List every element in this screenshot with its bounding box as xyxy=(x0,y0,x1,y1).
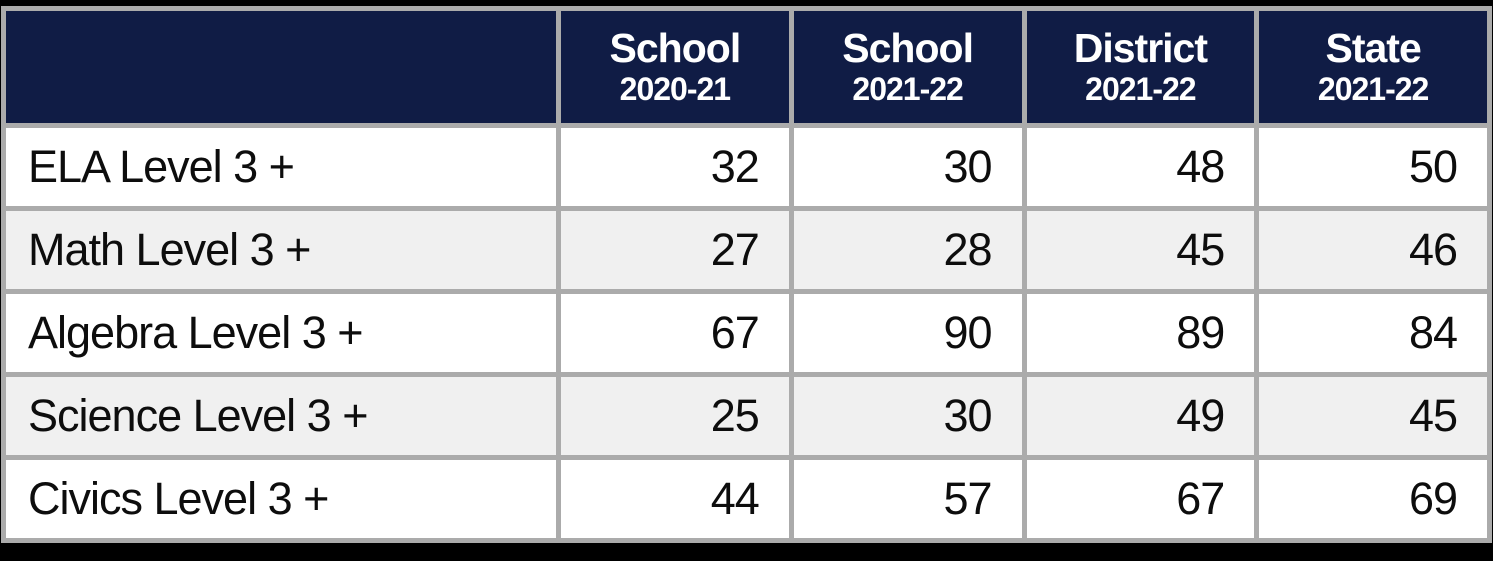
cell-value: 57 xyxy=(793,460,1022,538)
cell-value: 50 xyxy=(1259,128,1487,206)
header-school-2020-21: School 2020-21 xyxy=(561,11,789,123)
cell-value: 48 xyxy=(1026,128,1255,206)
row-label-science: Science Level 3 + xyxy=(6,377,556,455)
cell-value: 30 xyxy=(793,377,1022,455)
cell-value: 46 xyxy=(1259,211,1487,289)
row-label-algebra: Algebra Level 3 + xyxy=(6,294,556,372)
column-subtitle: 2021-22 xyxy=(852,71,963,108)
column-title: District xyxy=(1073,25,1208,72)
column-title: State xyxy=(1325,25,1421,72)
cell-value: 90 xyxy=(793,294,1022,372)
header-school-2021-22: School 2021-22 xyxy=(793,11,1022,123)
cell-value: 32 xyxy=(561,128,789,206)
cell-value: 69 xyxy=(1259,460,1487,538)
row-label-math: Math Level 3 + xyxy=(6,211,556,289)
cell-value: 45 xyxy=(1026,211,1255,289)
header-state-2021-22: State 2021-22 xyxy=(1259,11,1487,123)
row-label-civics: Civics Level 3 + xyxy=(6,460,556,538)
cell-value: 89 xyxy=(1026,294,1255,372)
scores-table: School 2020-21 School 2021-22 District 2… xyxy=(1,6,1492,543)
cell-value: 84 xyxy=(1259,294,1487,372)
row-label-ela: ELA Level 3 + xyxy=(6,128,556,206)
cell-value: 67 xyxy=(1026,460,1255,538)
cell-value: 30 xyxy=(793,128,1022,206)
cell-value: 25 xyxy=(561,377,789,455)
column-title: School xyxy=(842,25,974,72)
cell-value: 49 xyxy=(1026,377,1255,455)
cell-value: 44 xyxy=(561,460,789,538)
header-district-2021-22: District 2021-22 xyxy=(1026,11,1255,123)
header-corner-cell xyxy=(6,11,556,123)
column-title: School xyxy=(609,25,742,72)
column-subtitle: 2021-22 xyxy=(1317,71,1429,108)
column-subtitle: 2021-22 xyxy=(1085,71,1196,108)
cell-value: 45 xyxy=(1259,377,1487,455)
cell-value: 28 xyxy=(793,211,1022,289)
cell-value: 27 xyxy=(561,211,789,289)
cell-value: 67 xyxy=(561,294,789,372)
column-subtitle: 2020-21 xyxy=(619,71,731,108)
